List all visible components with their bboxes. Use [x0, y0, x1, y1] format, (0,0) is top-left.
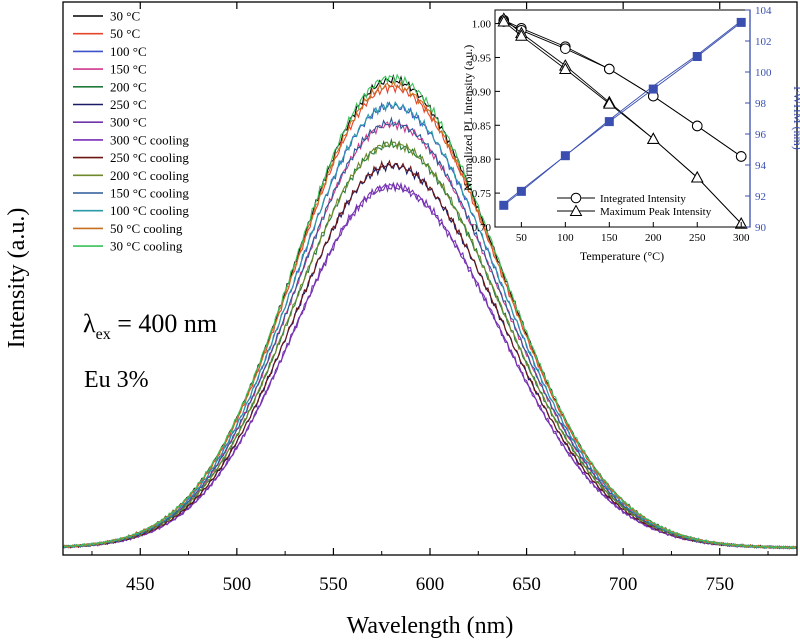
legend-label: 200 °C [110, 79, 147, 94]
fwhm-point [736, 17, 746, 27]
inset-y-tick-label: 1.00 [472, 19, 492, 31]
fwhm-point [692, 52, 702, 61]
main-x-ticks: 450 500 550 600 650 700 750 [91, 2, 769, 595]
inset-x-tick-label: 100 [557, 232, 574, 244]
excitation-value: = 400 nm [111, 309, 217, 338]
inset-right-y-axis-label: FWHM (nm) [791, 86, 800, 150]
main-x-tick-label: 600 [416, 574, 445, 595]
inset-x-tick-label: 150 [601, 232, 618, 244]
legend-label: 100 °C cooling [110, 203, 189, 218]
main-x-tick-label: 550 [319, 574, 348, 595]
inset-y2-tick-label: 98 [755, 98, 767, 110]
integrated-intensity-point [691, 120, 703, 132]
main-x-axis-label: Wavelength (nm) [347, 613, 514, 639]
peak-intensity-point [515, 29, 528, 41]
inset-background [495, 10, 750, 227]
legend-label: 250 °C [110, 97, 147, 112]
inset-left-y-ticks: 0.70 0.75 0.80 0.85 0.90 0.95 1.00 [472, 19, 500, 234]
inset-y2-tick-label: 96 [755, 129, 767, 141]
legend-label: 150 °C [110, 62, 147, 77]
inset-y-tick-label: 0.80 [472, 154, 492, 166]
legend-label: 250 °C cooling [110, 150, 189, 165]
inset-legend-triangle-marker [569, 204, 583, 216]
excitation-subscript: ex [96, 326, 111, 343]
inset-legend-circle-marker [570, 192, 582, 204]
integrated-intensity-point [604, 63, 615, 75]
inset-chart: 50 100 150 200 250 300 0.700.750.800.850.900.… [461, 5, 800, 263]
inset-y-tick-label: 0.75 [472, 188, 492, 200]
peak-intensity-point [497, 14, 511, 27]
integrated-intensity-point [735, 151, 747, 162]
fwhm-point [516, 186, 526, 196]
inset-x-tick-label: 50 [516, 232, 528, 244]
spectrum-line-10 [62, 141, 798, 550]
legend-label: 200 °C cooling [110, 168, 189, 183]
legend-label: 50 °C cooling [110, 221, 183, 236]
inset-y-tick-label: 0.70 [472, 222, 492, 234]
main-x-tick-label: 450 [126, 574, 155, 595]
integrated-intensity-point [560, 43, 571, 54]
inset-series-line [503, 20, 742, 205]
lambda-symbol: λ [83, 309, 96, 338]
legend-label: 300 °C cooling [110, 132, 189, 147]
fwhm-point [499, 200, 509, 210]
main-x-tick-label: 650 [512, 574, 541, 595]
inset-y-tick-label: 0.90 [472, 86, 492, 98]
inset-y2-tick-label: 102 [755, 36, 772, 48]
peak-intensity-point [558, 62, 572, 74]
spectrum-line-14 [62, 73, 798, 550]
legend-label: 100 °C [110, 44, 147, 59]
main-x-tick-label: 750 [705, 574, 734, 595]
legend-label: 150 °C cooling [110, 186, 189, 201]
inset-right-y-ticks: 90 92 94 96 98 100 102 104 [745, 5, 772, 234]
inset-legend-label: Maximum Peak Intensity [600, 206, 712, 218]
inset-y-tick-label: 0.95 [472, 52, 492, 64]
inset-y2-tick-label: 92 [755, 191, 766, 203]
doping-annotation: Eu 3% [84, 367, 149, 393]
inset-x-tick-label: 300 [733, 232, 750, 244]
inset-y2-tick-label: 100 [755, 67, 772, 79]
peak-intensity-point [690, 170, 704, 183]
legend-label: 30 °C cooling [110, 239, 183, 254]
inset-x-axis-label: Temperature (°C) [580, 249, 664, 263]
fwhm-point [648, 84, 658, 94]
inset-y2-tick-label: 94 [755, 160, 767, 172]
main-legend: 30 °C 50 °C 100 °C 150 °C 200 °C 250 °C 300 °C… [73, 9, 189, 254]
spectra-curves [62, 73, 798, 550]
main-x-tick-label: 500 [223, 574, 252, 595]
spectrum-line-13 [63, 80, 798, 550]
peak-intensity-point [602, 97, 616, 109]
main-y-axis-label: Intensity (a.u.) [4, 208, 30, 349]
inset-x-tick-label: 200 [645, 232, 662, 244]
legend-label: 50 °C [110, 26, 140, 41]
excitation-annotation: λex = 400 nm [83, 309, 217, 343]
inset-y-tick-label: 0.85 [472, 120, 492, 132]
inset-legend-label: Integrated Intensity [600, 193, 686, 205]
inset-x-ticks: 50 100 150 200 250 300 [516, 222, 750, 244]
fwhm-point [604, 117, 614, 127]
legend-label: 30 °C [110, 9, 140, 24]
peak-intensity-point [646, 132, 660, 144]
legend-label: 300 °C [110, 115, 147, 130]
inset-y2-tick-label: 104 [755, 5, 772, 17]
inset-x-tick-label: 250 [689, 232, 706, 244]
inset-y2-tick-label: 90 [755, 222, 767, 234]
inset-left-y-axis-label: Normalized PL Intensity (a.u.) [461, 45, 475, 192]
main-x-tick-label: 700 [609, 574, 638, 595]
